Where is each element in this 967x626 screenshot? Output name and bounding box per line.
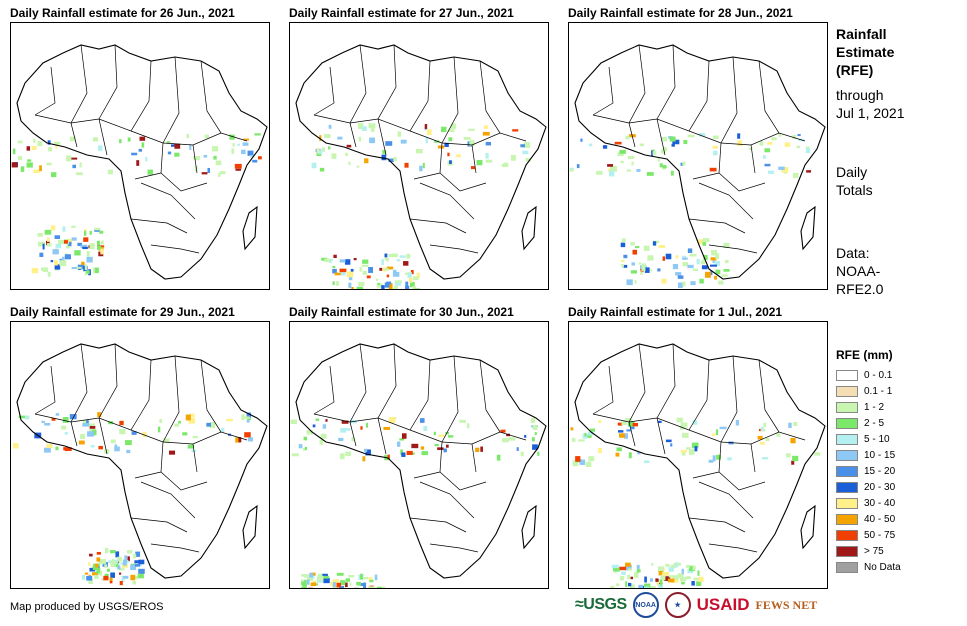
panel-title-5: Daily Rainfall estimate for 30 Jun., 202… bbox=[289, 305, 514, 319]
legend-item: 0 - 0.1 bbox=[836, 367, 901, 383]
legend-swatch bbox=[836, 369, 858, 381]
legend-label: > 75 bbox=[864, 545, 884, 557]
legend-label: No Data bbox=[864, 561, 901, 573]
side-through: through Jul 1, 2021 bbox=[836, 87, 905, 121]
legend-item: 40 - 50 bbox=[836, 511, 901, 527]
panel-title-6: Daily Rainfall estimate for 1 Jul., 2021 bbox=[568, 305, 783, 319]
panel-title-3: Daily Rainfall estimate for 28 Jun., 202… bbox=[568, 6, 793, 20]
usaid-logo: USAID bbox=[696, 595, 750, 614]
side-title: Rainfall Estimate (RFE) bbox=[836, 26, 895, 78]
map-panel-2 bbox=[289, 22, 549, 290]
legend: 0 - 0.1 0.1 - 1 1 - 2 2 - 5 5 - 10 10 - 15 15 … bbox=[836, 367, 901, 575]
legend-label: 15 - 20 bbox=[864, 465, 896, 477]
legend-item: 50 - 75 bbox=[836, 527, 901, 543]
legend-swatch bbox=[836, 497, 858, 509]
legend-item: 2 - 5 bbox=[836, 415, 901, 431]
side-data-source: Data: NOAA- RFE2.0 bbox=[836, 245, 884, 297]
legend-item: 30 - 40 bbox=[836, 495, 901, 511]
map-panel-5 bbox=[289, 321, 549, 589]
panel-title-4: Daily Rainfall estimate for 29 Jun., 202… bbox=[10, 305, 235, 319]
legend-item: 5 - 10 bbox=[836, 431, 901, 447]
fews-net-logo: FEWS NET bbox=[755, 597, 818, 612]
panel-title-1: Daily Rainfall estimate for 26 Jun., 202… bbox=[10, 6, 235, 20]
legend-label: 1 - 2 bbox=[864, 401, 885, 413]
legend-item: 10 - 15 bbox=[836, 447, 901, 463]
legend-swatch bbox=[836, 401, 858, 413]
panel-title-2: Daily Rainfall estimate for 27 Jun., 202… bbox=[289, 6, 514, 20]
side-daily-totals: Daily Totals bbox=[836, 164, 873, 198]
map-panel-4 bbox=[10, 321, 270, 589]
map-panel-3 bbox=[568, 22, 828, 290]
map-panel-1 bbox=[10, 22, 270, 290]
legend-swatch bbox=[836, 433, 858, 445]
legend-swatch bbox=[836, 449, 858, 461]
legend-item: 15 - 20 bbox=[836, 463, 901, 479]
legend-swatch bbox=[836, 385, 858, 397]
legend-label: 10 - 15 bbox=[864, 449, 896, 461]
legend-title: RFE (mm) bbox=[836, 348, 893, 362]
legend-item: 0.1 - 1 bbox=[836, 383, 901, 399]
usgs-logo: ≈USGS bbox=[575, 596, 627, 613]
legend-swatch bbox=[836, 545, 858, 557]
legend-label: 40 - 50 bbox=[864, 513, 896, 525]
map-panel-6 bbox=[568, 321, 828, 589]
legend-label: 5 - 10 bbox=[864, 433, 890, 445]
noaa-logo: NOAA bbox=[632, 592, 659, 618]
legend-swatch bbox=[836, 417, 858, 429]
legend-swatch bbox=[836, 561, 858, 573]
legend-label: 50 - 75 bbox=[864, 529, 896, 541]
logos: ≈USGS NOAA ★ USAID FEWS NET bbox=[575, 592, 817, 618]
legend-swatch bbox=[836, 513, 858, 525]
legend-swatch bbox=[836, 481, 858, 493]
legend-label: 2 - 5 bbox=[864, 417, 885, 429]
credit-text: Map produced by USGS/EROS bbox=[10, 601, 164, 613]
legend-item: 1 - 2 bbox=[836, 399, 901, 415]
legend-item: No Data bbox=[836, 559, 901, 575]
legend-item: 20 - 30 bbox=[836, 479, 901, 495]
legend-label: 0.1 - 1 bbox=[864, 385, 893, 397]
legend-swatch bbox=[836, 529, 858, 541]
legend-label: 20 - 30 bbox=[864, 481, 896, 493]
legend-item: > 75 bbox=[836, 543, 901, 559]
usaid-seal-icon: ★ bbox=[664, 592, 691, 618]
legend-swatch bbox=[836, 465, 858, 477]
legend-label: 30 - 40 bbox=[864, 497, 896, 509]
legend-label: 0 - 0.1 bbox=[864, 369, 893, 381]
